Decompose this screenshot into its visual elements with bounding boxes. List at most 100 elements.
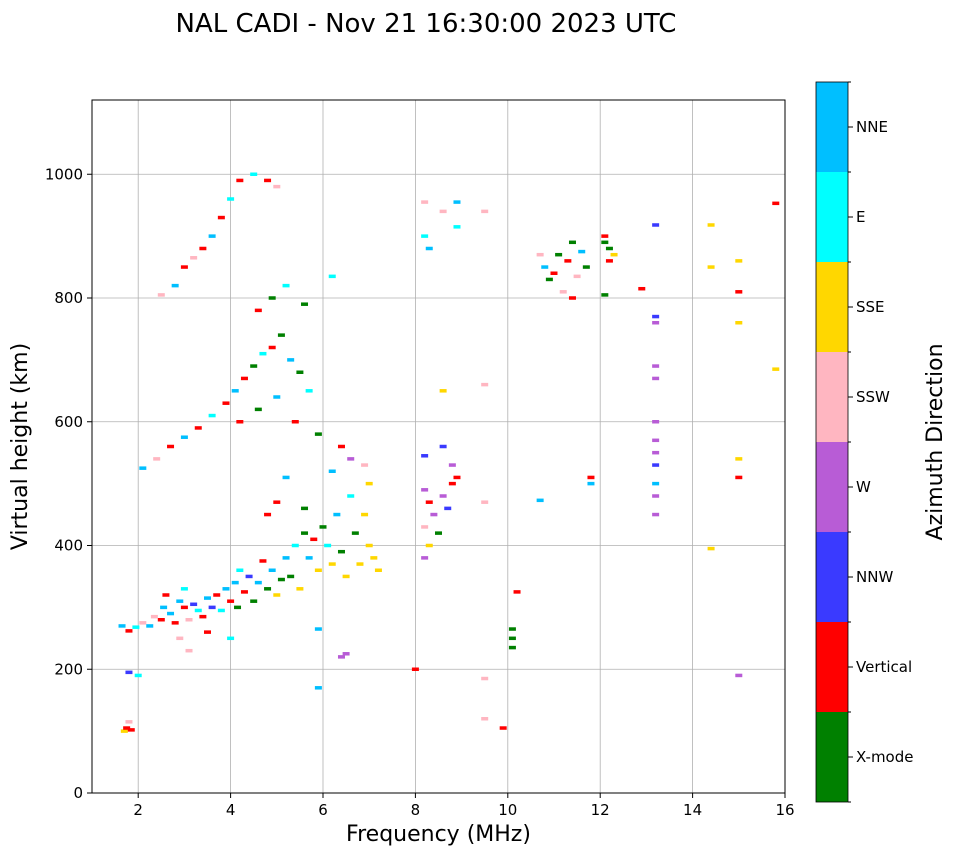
echo-point	[707, 546, 715, 551]
echo-point	[481, 382, 489, 387]
echo-point	[610, 252, 618, 257]
echo-point	[425, 246, 433, 251]
echo-point	[652, 450, 660, 455]
echo-point	[365, 481, 373, 486]
echo-point	[305, 389, 313, 393]
echo-point	[772, 201, 780, 206]
colorbar-segment	[816, 352, 848, 442]
echo-point	[268, 296, 276, 300]
echo-point	[559, 290, 567, 294]
echo-point	[314, 686, 322, 690]
echo-point	[536, 252, 544, 257]
x-axis-ticks: 2 4 6 8 10 12 14 16	[133, 793, 795, 819]
echo-point	[180, 265, 188, 269]
echo-point	[139, 621, 147, 625]
echo-point	[240, 590, 248, 594]
x-tick-label: 16	[775, 801, 794, 819]
echo-point	[314, 432, 322, 436]
echo-point	[333, 512, 341, 517]
echo-point	[735, 259, 743, 263]
echo-point	[180, 587, 188, 591]
echo-point	[273, 593, 281, 597]
echo-point	[245, 574, 253, 579]
echo-point	[132, 625, 140, 629]
echo-point	[264, 178, 272, 183]
echo-point	[361, 463, 369, 467]
echo-point	[356, 562, 364, 566]
echo-point	[268, 345, 276, 350]
echo-point	[328, 562, 336, 566]
colorbar-segment	[816, 532, 848, 622]
echo-point	[435, 531, 442, 535]
echo-point	[564, 259, 572, 263]
echo-point	[439, 389, 447, 393]
echo-point	[190, 602, 198, 607]
echo-point	[735, 321, 743, 325]
y-axis-label: Virtual height (km)	[8, 343, 33, 550]
x-tick-label: 8	[411, 801, 421, 819]
grid	[92, 100, 786, 794]
echo-point	[347, 494, 355, 498]
echo-point	[481, 209, 489, 214]
echo-point	[234, 605, 242, 610]
echo-point	[601, 293, 609, 297]
echo-point	[236, 420, 244, 424]
colorbar-category-label: E	[856, 208, 865, 226]
echo-point	[605, 259, 613, 263]
colorbar-segment	[816, 712, 848, 802]
echo-point	[204, 630, 211, 634]
echo-point	[222, 401, 230, 405]
echo-point	[601, 240, 609, 245]
echo-point	[167, 611, 175, 616]
echo-point	[652, 438, 660, 443]
echo-point	[568, 296, 576, 300]
echo-point	[250, 364, 258, 368]
echo-point	[582, 265, 590, 269]
echo-point	[735, 290, 743, 294]
echo-point	[194, 426, 202, 430]
echo-point	[453, 200, 461, 204]
echo-point	[735, 673, 743, 678]
echo-point	[578, 249, 586, 254]
echo-point	[153, 457, 161, 461]
echo-point	[499, 726, 507, 730]
colorbar: X-mode Vertical NNW W SSW SSE E NNE	[815, 81, 913, 803]
y-tick-label: 200	[54, 660, 83, 678]
echo-point	[430, 512, 438, 517]
echo-point	[208, 605, 216, 610]
echo-point	[291, 543, 299, 548]
echo-point	[772, 367, 780, 371]
y-tick-label: 800	[54, 289, 83, 307]
echo-point	[652, 321, 660, 325]
echo-point	[541, 265, 549, 269]
echo-point	[134, 673, 142, 678]
colorbar-category-label: X-mode	[856, 748, 913, 766]
echo-point	[160, 605, 168, 610]
echo-point	[120, 729, 128, 733]
echo-point	[328, 274, 336, 279]
echo-point	[421, 234, 429, 238]
echo-point	[176, 599, 184, 603]
echo-point	[421, 200, 429, 204]
echo-point	[118, 624, 126, 628]
echo-point	[707, 223, 715, 227]
echo-point	[605, 246, 613, 251]
echo-point	[180, 435, 188, 439]
echo-point	[545, 277, 553, 282]
echo-point	[236, 568, 244, 572]
echo-point	[199, 246, 207, 251]
echo-point	[227, 197, 235, 201]
colorbar-category-label: Vertical	[856, 658, 912, 676]
echo-point	[231, 389, 239, 393]
echo-point	[296, 587, 304, 591]
echo-point	[123, 726, 131, 730]
echo-point	[425, 543, 433, 548]
echo-point	[217, 215, 225, 220]
echo-point	[319, 525, 327, 529]
echo-point	[652, 481, 660, 486]
echo-point	[301, 531, 309, 535]
y-tick-label: 0	[73, 784, 83, 802]
echo-point	[508, 627, 516, 631]
echo-point	[264, 512, 272, 517]
echo-point	[652, 223, 660, 227]
